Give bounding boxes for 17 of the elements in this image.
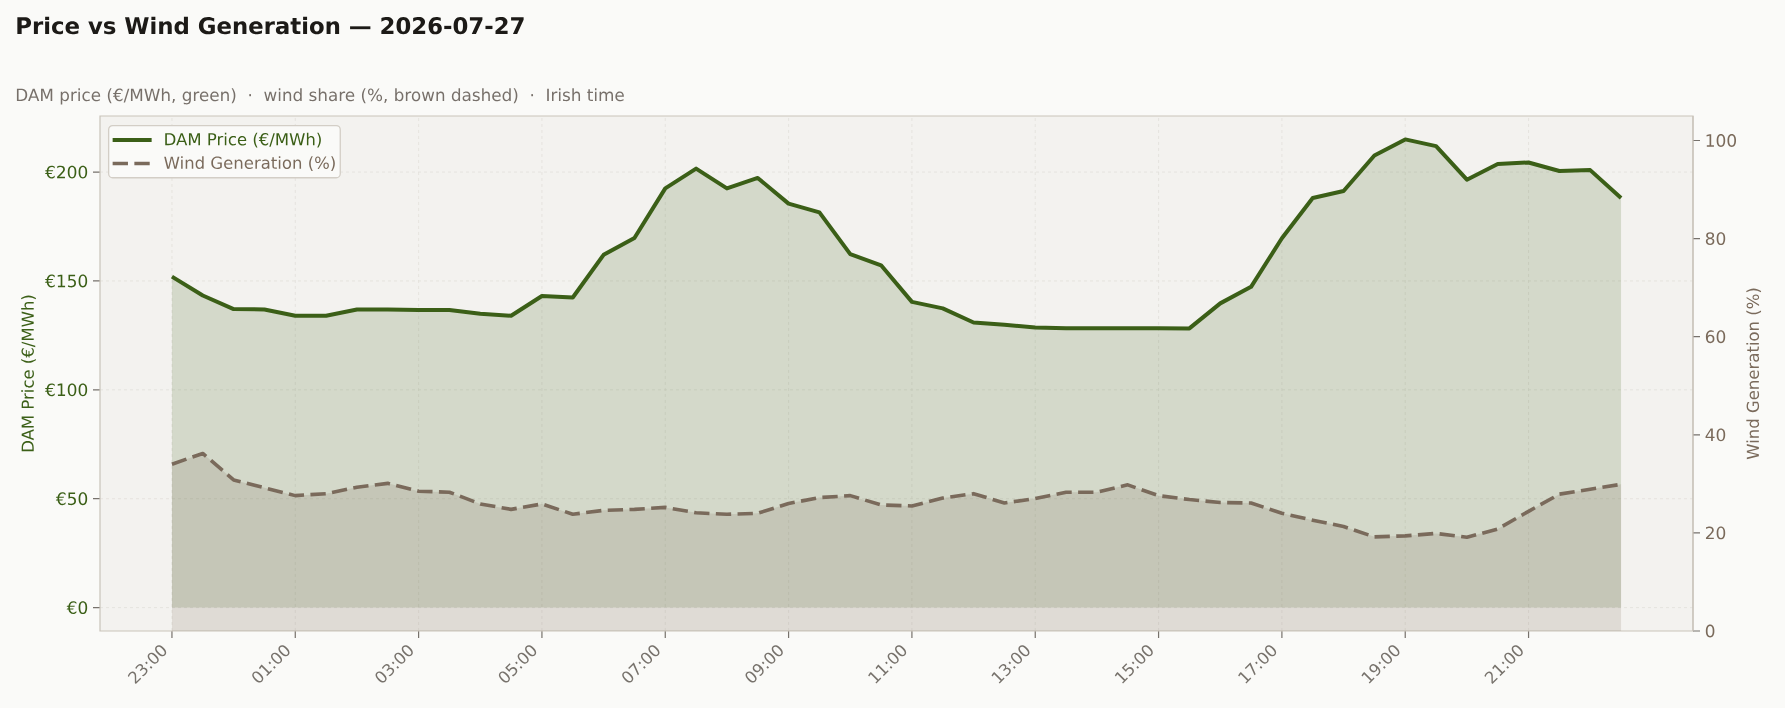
- legend-label: Wind Generation (%): [164, 156, 335, 171]
- y-tick-label: €200: [45, 165, 88, 179]
- y2-tick-label: 20: [1705, 526, 1726, 540]
- y2-tick-label: 40: [1705, 428, 1726, 442]
- chart-title: Price vs Wind Generation — 2026-07-27: [17, 16, 524, 35]
- chart-subtitle: DAM price (€/MWh, green) · wind share (%, brown dashed) · Irish time: [16, 88, 624, 105]
- y2-axis-title: Wind Generation (%): [1746, 288, 1762, 460]
- y2-tick-label: 0: [1705, 624, 1715, 638]
- legend-label: DAM Price (€/MWh): [165, 132, 321, 148]
- y-tick-label: €0: [66, 601, 88, 615]
- y-tick-label: €50: [55, 492, 88, 506]
- y-tick-label: €150: [45, 274, 88, 288]
- y2-tick-label: 60: [1705, 330, 1726, 344]
- y2-tick-label: 100: [1706, 134, 1737, 147]
- y-axis-title: DAM Price (€/MWh): [21, 295, 36, 452]
- y-tick-label: €100: [45, 383, 88, 397]
- y2-tick-label: 80: [1705, 232, 1726, 246]
